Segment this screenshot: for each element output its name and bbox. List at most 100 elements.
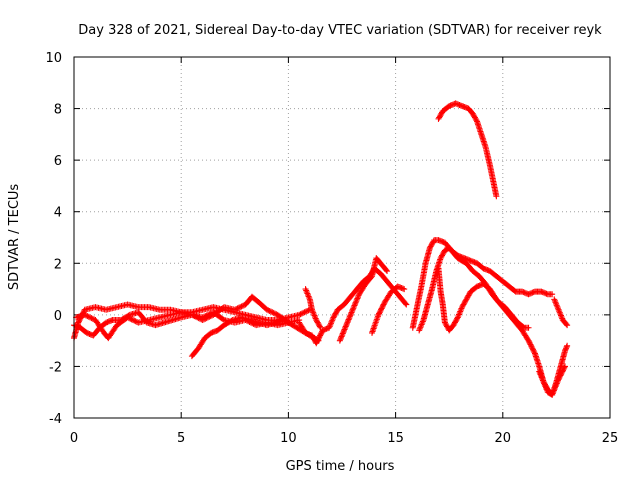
data-point	[550, 388, 557, 395]
data-point	[451, 320, 458, 327]
data-point	[349, 306, 356, 313]
data-point	[461, 298, 468, 305]
data-point	[191, 313, 198, 320]
data-point	[469, 110, 476, 117]
data-point	[525, 324, 532, 331]
data-point	[440, 249, 447, 256]
data-point	[76, 317, 83, 324]
series-track-8	[369, 283, 408, 336]
data-point	[342, 324, 349, 331]
data-point	[528, 342, 535, 349]
y-tick-label: 8	[54, 103, 62, 118]
data-point	[331, 313, 338, 320]
data-point	[350, 303, 357, 310]
data-point	[228, 317, 235, 324]
data-point	[128, 316, 135, 323]
data-point	[348, 309, 355, 316]
data-point	[559, 368, 566, 375]
axis-ticks: 0 5 10 15 20 25 -4 -2 0 2 4 6 8 10	[45, 51, 618, 446]
y-tick-label: 6	[54, 154, 62, 169]
data-point	[88, 315, 95, 322]
data-point	[316, 322, 323, 329]
data-point	[429, 240, 436, 247]
data-point	[554, 377, 561, 384]
data-point	[351, 302, 358, 309]
data-point	[553, 381, 560, 388]
data-point	[376, 309, 383, 316]
data-point	[380, 301, 387, 308]
data-point	[528, 344, 535, 351]
data-point	[368, 274, 375, 281]
data-point	[265, 307, 272, 314]
data-point	[305, 307, 312, 314]
data-point	[84, 313, 91, 320]
data-point	[463, 296, 470, 303]
data-point	[270, 309, 277, 316]
data-point	[192, 313, 199, 320]
data-point	[199, 317, 206, 324]
data-point	[194, 314, 201, 321]
data-point	[558, 369, 565, 376]
data-point	[378, 306, 385, 313]
data-point	[343, 322, 350, 329]
data-point	[471, 114, 478, 121]
data-point	[344, 319, 351, 326]
data-point	[459, 302, 466, 309]
y-tick-label: 0	[54, 309, 62, 324]
data-point	[471, 113, 478, 120]
data-point	[461, 300, 468, 307]
grid-lines	[74, 57, 610, 418]
data-point	[526, 338, 533, 345]
data-point	[124, 314, 131, 321]
data-point	[524, 336, 531, 343]
data-point	[554, 379, 561, 386]
data-point	[333, 309, 340, 316]
data-point	[439, 252, 446, 259]
data-point	[472, 115, 479, 122]
data-point	[557, 372, 564, 379]
data-point	[452, 318, 459, 325]
data-point	[315, 335, 322, 342]
data-point	[526, 340, 533, 347]
x-tick-label: 25	[602, 431, 619, 446]
data-point	[354, 295, 361, 302]
data-point	[347, 310, 354, 317]
data-point	[313, 317, 320, 324]
data-point	[551, 386, 558, 393]
data-point	[560, 366, 567, 373]
data-point	[438, 253, 445, 260]
data-point	[231, 306, 238, 313]
data-point	[549, 391, 556, 398]
data-point	[310, 335, 317, 342]
data-point	[552, 384, 559, 391]
data-point	[132, 318, 139, 325]
data-point	[304, 307, 311, 314]
series-track-14	[435, 100, 500, 200]
data-point	[466, 291, 473, 298]
data-point	[81, 311, 88, 318]
data-point	[338, 333, 345, 340]
data-point	[564, 322, 571, 329]
data-point	[339, 332, 346, 339]
data-point	[203, 315, 210, 322]
data-point	[85, 313, 92, 320]
data-point	[297, 311, 304, 318]
data-point	[459, 304, 466, 311]
data-point	[345, 317, 352, 324]
data-point	[450, 322, 457, 329]
y-tick-label: -4	[49, 412, 62, 427]
data-point	[381, 300, 388, 307]
data-point	[401, 286, 408, 293]
data-point	[314, 337, 321, 344]
data-point	[336, 337, 343, 344]
data-point	[269, 309, 276, 316]
data-point	[238, 303, 245, 310]
data-point	[129, 317, 136, 324]
data-point	[402, 300, 409, 307]
data-point	[352, 301, 359, 308]
data-point	[527, 341, 534, 348]
data-point	[529, 345, 536, 352]
series-track-4	[188, 314, 322, 360]
data-point	[313, 318, 320, 325]
